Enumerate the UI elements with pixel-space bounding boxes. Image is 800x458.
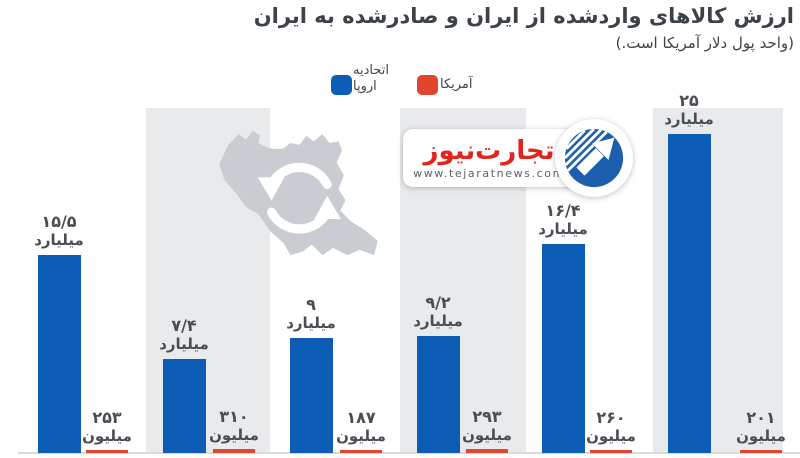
eu-value-label: ۱۶/۴ میلیارد xyxy=(538,201,588,238)
eu-legend-label: اتحادیه اروپا xyxy=(353,63,389,94)
us-value-label: ۲۶۰ میلیون xyxy=(586,408,636,445)
eu-value-label: ۲۵ میلیارد xyxy=(664,91,714,128)
eu-bar xyxy=(668,134,711,453)
chart-title: ارزش کالاهای واردشده از ایران و صادرشده … xyxy=(253,4,794,28)
brand-name: تجارت‌نیوز xyxy=(423,135,555,166)
us-bar xyxy=(86,450,128,453)
eu-bar xyxy=(163,359,206,453)
eu-value-label: ۹/۲ میلیارد xyxy=(413,293,463,330)
us-bar xyxy=(590,450,632,453)
us-value-label: ۱۸۷ میلیون xyxy=(336,408,386,445)
iran-silhouette xyxy=(219,130,378,256)
us-bar xyxy=(740,450,782,453)
us-value-label: ۳۱۰ میلیون xyxy=(209,407,259,444)
brand-url: www.tejaratnews.com xyxy=(413,166,565,180)
us-bar xyxy=(466,449,508,453)
us-value-label: ۲۵۳ میلیون xyxy=(82,408,132,445)
eu-value-label: ۷/۴ میلیارد xyxy=(159,316,209,353)
us-bar xyxy=(213,449,255,453)
exchange-arrows-icon xyxy=(257,162,341,234)
us-value-label: ۲۰۱ میلیون xyxy=(736,408,786,445)
eu-value-label: ۱۵/۵ میلیارد xyxy=(34,212,84,249)
us-legend-swatch xyxy=(417,75,438,95)
us-bar xyxy=(340,450,382,453)
eu-bar xyxy=(417,336,460,453)
eu-value-label: ۹ میلیارد xyxy=(286,295,336,332)
eu-bar xyxy=(290,338,333,453)
us-legend-label: آمریکا xyxy=(440,77,473,92)
chart-subtitle: (واحد پول دلار آمریکا است.) xyxy=(615,34,794,52)
eu-bar xyxy=(38,255,81,453)
us-value-label: ۲۹۳ میلیون xyxy=(462,407,512,444)
brand-emblem-icon xyxy=(555,119,633,197)
eu-bar xyxy=(542,244,585,453)
x-axis-line xyxy=(18,452,800,454)
eu-legend-swatch xyxy=(331,75,352,95)
brand-logo-card: تجارت‌نیوز www.tejaratnews.com xyxy=(403,129,575,187)
iran-map-watermark xyxy=(219,130,378,256)
